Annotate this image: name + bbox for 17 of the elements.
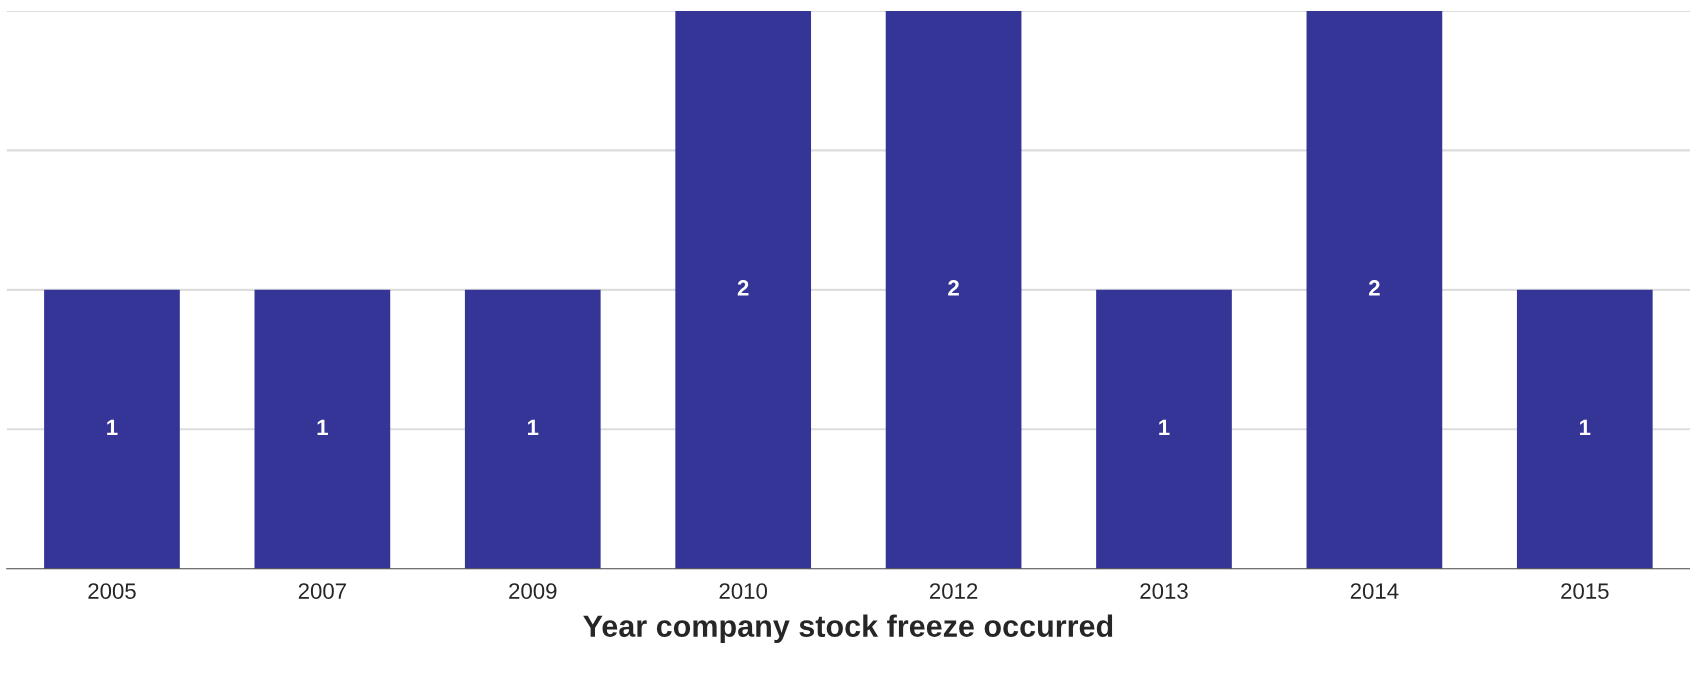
x-tick-label: 2009 xyxy=(509,583,557,599)
x-tick-label: 2010 xyxy=(719,583,768,599)
data-label: 1 xyxy=(107,419,118,436)
x-tick-label: 2005 xyxy=(88,583,136,599)
data-label: 1 xyxy=(1159,419,1170,436)
x-axis-title: Year company stock freeze occurred xyxy=(583,614,1113,643)
data-label: 1 xyxy=(317,419,328,436)
data-label: 1 xyxy=(527,419,539,436)
x-tick-label: 2014 xyxy=(1350,583,1399,599)
x-tick-label: 2012 xyxy=(929,583,978,599)
x-tick-label: 2013 xyxy=(1140,583,1188,599)
data-label: 2 xyxy=(737,280,749,296)
data-label: 1 xyxy=(1580,419,1591,436)
x-tick-label: 2007 xyxy=(298,583,346,599)
x-tick-label: 2015 xyxy=(1561,583,1609,599)
data-label: 2 xyxy=(1368,280,1380,296)
data-label: 2 xyxy=(948,280,959,296)
